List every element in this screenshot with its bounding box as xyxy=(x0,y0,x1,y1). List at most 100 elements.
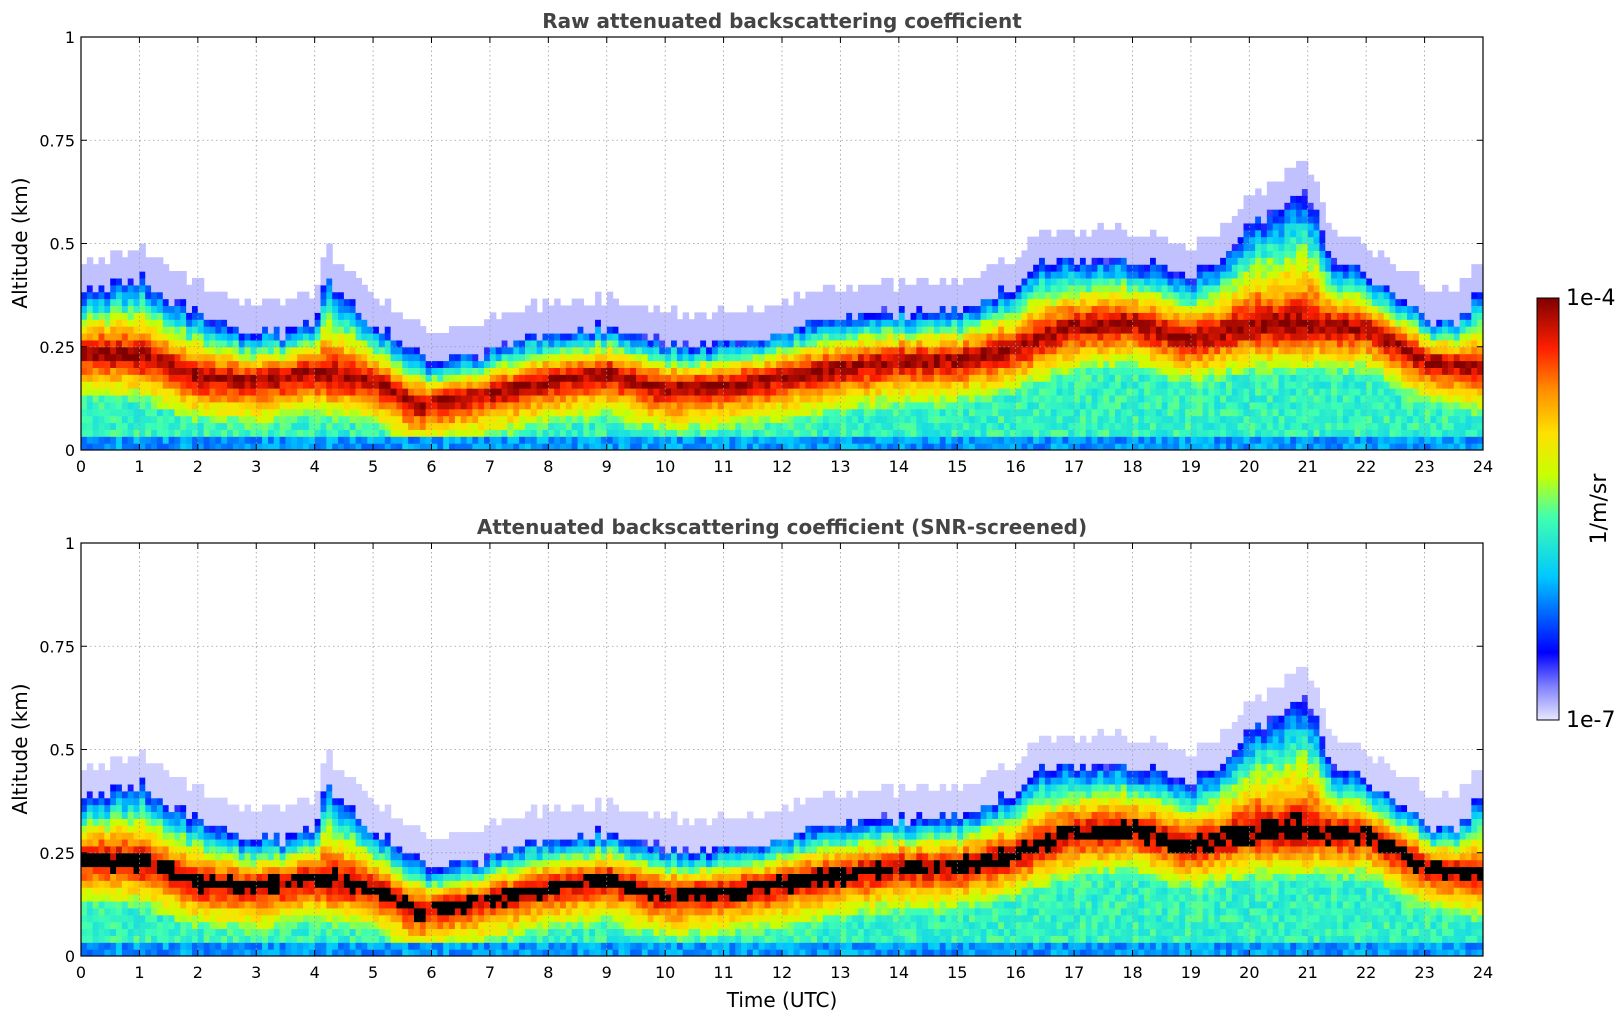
heatmap-cell xyxy=(1068,360,1075,368)
heatmap-cell xyxy=(852,346,859,355)
heatmap-cell xyxy=(262,401,269,410)
heatmap-cell xyxy=(197,332,205,341)
heatmap-cell xyxy=(285,443,292,450)
heatmap-cell xyxy=(1208,257,1215,265)
heatmap-cell xyxy=(536,429,544,437)
heatmap-cell xyxy=(1091,388,1099,396)
heatmap-cell xyxy=(1231,381,1239,389)
heatmap-cell xyxy=(776,388,783,396)
heatmap-cell xyxy=(1167,257,1174,265)
heatmap-cell xyxy=(419,374,427,382)
heatmap-cell xyxy=(916,339,923,348)
heatmap-cell xyxy=(641,367,649,375)
heatmap-cell xyxy=(186,381,193,389)
heatmap-cell xyxy=(145,388,152,396)
heatmap-cell xyxy=(402,339,409,348)
heatmap-cell xyxy=(1126,388,1134,396)
heatmap-cell xyxy=(1144,415,1151,424)
heatmap-cell xyxy=(1003,319,1011,327)
heatmap-cell xyxy=(1062,415,1069,424)
heatmap-cell xyxy=(484,381,491,389)
heatmap-cell xyxy=(326,291,333,300)
heatmap-cell xyxy=(1243,436,1250,444)
heatmap-cell xyxy=(904,346,912,355)
heatmap-cell xyxy=(238,408,246,417)
heatmap-cell xyxy=(484,422,491,430)
heatmap-cell xyxy=(501,360,509,368)
heatmap-cell xyxy=(676,381,684,389)
heatmap-cell xyxy=(1074,360,1081,368)
heatmap-cell xyxy=(992,291,999,300)
heatmap-cell xyxy=(922,360,929,368)
heatmap-cell xyxy=(1214,291,1221,300)
heatmap-cell xyxy=(168,408,176,417)
heatmap-cell xyxy=(1027,339,1034,348)
heatmap-cell xyxy=(1161,236,1169,245)
heatmap-cell xyxy=(571,326,579,334)
heatmap-cell xyxy=(1120,367,1128,375)
heatmap-cell xyxy=(489,326,497,334)
heatmap-cell xyxy=(349,284,357,293)
heatmap-cell xyxy=(110,346,117,355)
heatmap-cell xyxy=(840,319,847,327)
heatmap-cell xyxy=(215,394,222,403)
heatmap-cell xyxy=(232,312,240,320)
heatmap-cell xyxy=(817,332,824,341)
heatmap-cell xyxy=(1050,394,1058,403)
heatmap-cell xyxy=(355,415,362,424)
heatmap-cell xyxy=(191,353,199,362)
heatmap-cell xyxy=(910,388,917,396)
heatmap-cell xyxy=(81,346,88,355)
heatmap-cell xyxy=(571,408,579,417)
heatmap-cell xyxy=(507,339,514,348)
heatmap-cell xyxy=(425,436,433,444)
heatmap-cell xyxy=(635,429,643,437)
heatmap-cell xyxy=(922,381,929,389)
heatmap-cell xyxy=(641,436,649,444)
heatmap-cell xyxy=(1231,284,1239,293)
heatmap-cell xyxy=(904,284,912,293)
heatmap-cell xyxy=(1161,367,1169,375)
heatmap-cell xyxy=(127,367,135,375)
heatmap-cell xyxy=(250,443,257,450)
heatmap-cell xyxy=(338,401,345,410)
heatmap-cell xyxy=(805,422,812,430)
heatmap-cell xyxy=(489,408,497,417)
heatmap-cell xyxy=(1114,319,1122,327)
heatmap-cell xyxy=(863,408,871,417)
heatmap-cell xyxy=(548,346,555,355)
heatmap-cell xyxy=(928,422,935,430)
heatmap-cell xyxy=(1155,360,1163,368)
heatmap-cell xyxy=(653,429,660,437)
heatmap-cell xyxy=(209,367,216,375)
heatmap-cell xyxy=(671,326,678,334)
heatmap-cell xyxy=(776,436,783,444)
heatmap-cell xyxy=(1009,271,1017,279)
heatmap-cell xyxy=(308,339,316,348)
heatmap-cell xyxy=(378,339,386,348)
heatmap-cell xyxy=(606,443,614,450)
heatmap-cell xyxy=(530,408,538,417)
heatmap-cell xyxy=(565,332,573,341)
heatmap-cell xyxy=(933,332,941,341)
heatmap-cell xyxy=(291,401,298,410)
heatmap-cell xyxy=(121,271,129,279)
heatmap-cell xyxy=(1196,298,1204,307)
heatmap-cell xyxy=(203,339,211,348)
heatmap-cell xyxy=(1208,298,1215,307)
heatmap-cell xyxy=(729,394,736,403)
heatmap-cell xyxy=(1255,388,1262,396)
heatmap-cell xyxy=(706,326,713,334)
heatmap-cell xyxy=(1003,381,1011,389)
heatmap-cell xyxy=(519,360,526,368)
heatmap-cell xyxy=(151,257,158,265)
heatmap-cell xyxy=(320,277,327,286)
heatmap-cell xyxy=(86,367,94,375)
heatmap-cell xyxy=(928,443,935,450)
heatmap-cell xyxy=(782,388,789,396)
heatmap-cell xyxy=(963,346,970,355)
heatmap-cell xyxy=(209,394,216,403)
heatmap-cell xyxy=(1255,374,1262,382)
heatmap-cell xyxy=(1114,388,1122,396)
heatmap-cell xyxy=(1039,394,1046,403)
